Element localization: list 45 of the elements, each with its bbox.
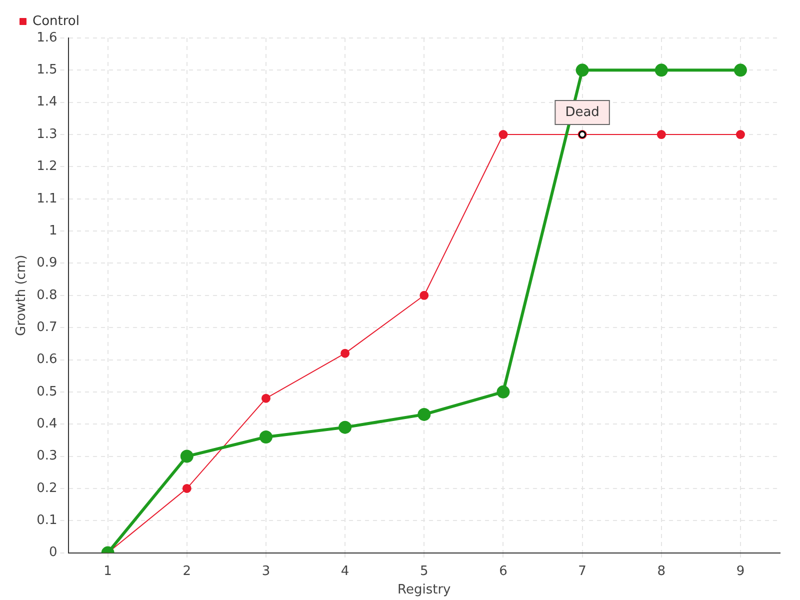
- y-tick-label: 0.6: [36, 352, 58, 368]
- point: [576, 64, 589, 77]
- y-tick-label: 0.4: [36, 416, 58, 432]
- point: [656, 130, 666, 140]
- x-tick-label: 7: [578, 564, 586, 579]
- x-tick-label: 5: [420, 564, 428, 579]
- point: [736, 130, 745, 140]
- x-tick-label: 6: [499, 564, 508, 579]
- legend-label: Control: [32, 14, 80, 29]
- x-tick-label: 8: [657, 564, 666, 579]
- point: [498, 130, 508, 140]
- point: [496, 385, 510, 398]
- point: [338, 420, 352, 434]
- y-tick-label: 0.9: [36, 256, 58, 271]
- x-axis-title: Registry: [398, 582, 452, 598]
- y-tick-label: 1.2: [36, 159, 58, 174]
- point: [182, 484, 192, 493]
- x-tick-label: 3: [262, 564, 270, 579]
- point: [340, 348, 350, 358]
- y-tick-label: 1: [48, 223, 58, 238]
- y-tick-label: 1.3: [36, 126, 58, 142]
- y-tick-label: 0.5: [36, 384, 58, 400]
- y-tick-label: 0.1: [36, 513, 58, 528]
- y-axis-title: Growth (cm): [14, 254, 30, 336]
- y-tick-label: 0.2: [36, 480, 58, 496]
- y-tick-label: 0.7: [36, 320, 58, 335]
- y-tick-label: 1.4: [36, 94, 58, 110]
- point: [180, 450, 194, 463]
- y-tick-label: 1.5: [36, 62, 58, 78]
- y-tick-label: 0.3: [36, 448, 58, 464]
- y-tick-label: 1.6: [36, 30, 58, 46]
- point: [259, 430, 272, 444]
- y-tick-label: 0.8: [36, 288, 58, 303]
- point: [418, 408, 431, 421]
- annotation: Dead: [565, 104, 600, 120]
- point: [654, 64, 668, 77]
- point: [734, 64, 747, 77]
- y-tick-label: 0: [48, 545, 58, 560]
- x-tick-label: 2: [182, 564, 192, 579]
- point: [261, 394, 270, 403]
- x-tick-label: 4: [340, 564, 350, 579]
- y-tick-label: 1.1: [36, 191, 58, 206]
- x-tick-label: 9: [736, 564, 745, 579]
- x-tick-label: 1: [104, 564, 112, 579]
- point: [420, 290, 429, 300]
